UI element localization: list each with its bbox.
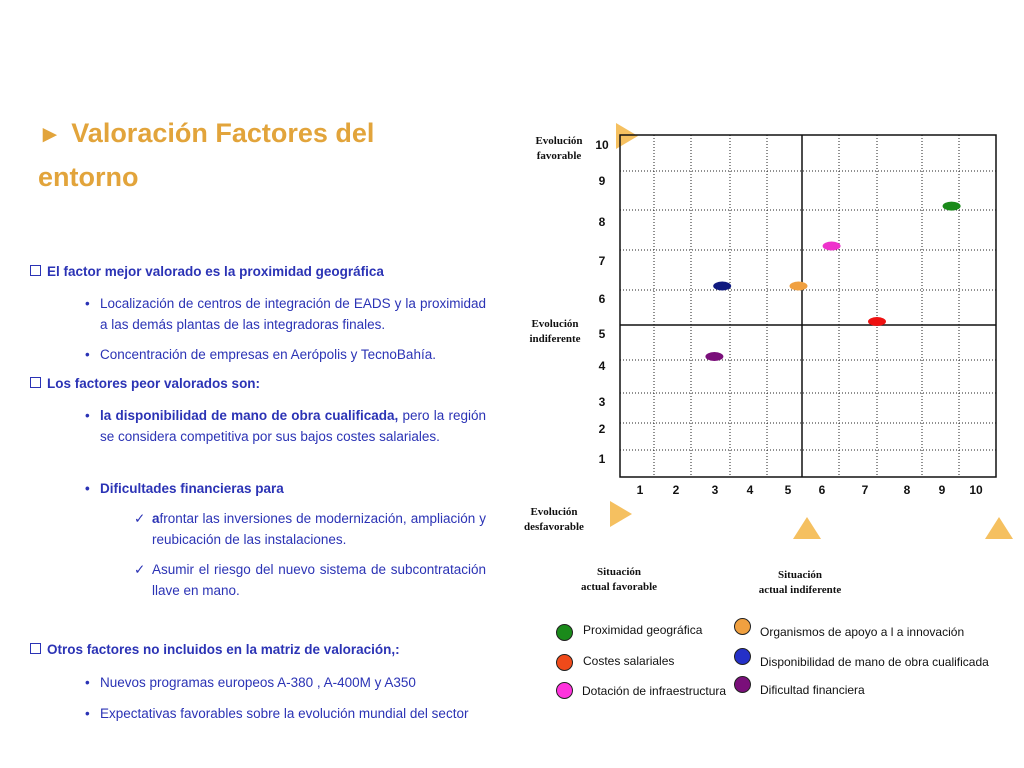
label-evolucion-indiferente: Evolución indiferente [529,318,581,345]
legend-marker [556,624,573,641]
legend-label: Proximidad geográfica [583,623,703,637]
label-situacion-favorable: Situación actual favorable [580,566,658,593]
checkbox-bullet-icon [30,643,41,654]
data-point [705,352,724,361]
data-point [942,201,961,211]
y-tick-label: 9 [599,174,606,188]
valuation-matrix-chart: 10 9 8 7 6 5 4 3 2 1 1 2 3 4 5 6 7 8 9 10 [595,134,997,497]
x-tick-label: 1 [637,483,644,497]
x-tick-label: 3 [712,483,719,497]
section-heading-3: Otros factores no incluidos en la matriz… [30,642,400,657]
checkbox-bullet-icon [30,265,41,276]
data-point [789,281,808,291]
triangle-right-icon [616,123,638,149]
legend-marker [556,682,573,699]
bullet-dot-icon: • [85,706,90,721]
y-tick-label: 10 [595,138,609,152]
bullet-item: • Nuevos programas europeos A-380 , A-40… [85,672,486,693]
bullet-dot-icon: • [85,481,90,496]
triangle-right-icon [610,501,632,527]
y-tick-label: 2 [599,422,606,436]
legend-label: Disponibilidad de mano de obra cualifica… [760,655,989,669]
x-tick-label: 10 [969,483,983,497]
check-item: ✓ Asumir el riesgo del nuevo sistema de … [134,559,486,601]
x-tick-label: 4 [747,483,754,497]
bullet-item: • Localización de centros de integración… [85,293,486,335]
y-tick-label: 6 [599,292,606,306]
legend-label: Costes salariales [583,654,675,668]
page-title-text: Valoración Factores del entorno [38,118,375,192]
bullet-dot-icon: • [85,296,90,311]
y-tick-label: 8 [599,215,606,229]
x-tick-label: 9 [939,483,946,497]
section-heading-1: El factor mejor valorado es la proximida… [30,264,384,279]
bullet-item: • la disponibilidad de mano de obra cual… [85,405,486,447]
data-point [868,317,886,326]
x-tick-label: 8 [904,483,911,497]
page-title: ► Valoración Factores del entorno [38,112,418,198]
check-item: ✓ afrontar las inversiones de modernizac… [134,508,486,550]
section-heading-2: Los factores peor valorados son: [30,376,260,391]
y-tick-label: 7 [599,254,606,268]
x-tick-label: 6 [819,483,826,497]
checkmark-icon: ✓ [134,562,146,577]
bullet-item: • Concentración de empresas en Aerópolis… [85,344,486,365]
legend-label: Dotación de infraestructura [582,684,727,698]
bullet-dot-icon: • [85,408,90,423]
triangle-up-icon [793,517,821,539]
legend-label: Organismos de apoyo a l a innovación [760,625,965,639]
checkmark-icon: ✓ [134,511,146,526]
y-tick-label: 4 [599,359,606,373]
bullet-dot-icon: • [85,675,90,690]
x-tick-label: 2 [673,483,680,497]
y-tick-label: 1 [599,452,606,466]
data-point [713,281,732,291]
label-evolucion-favorable: Evolución favorable [535,135,583,162]
bullet-item: • Expectativas favorables sobre la evolu… [85,703,486,724]
checkbox-bullet-icon [30,377,41,388]
title-arrow-icon: ► [38,121,62,148]
legend-marker [734,618,751,635]
y-tick-label: 3 [599,395,606,409]
legend-marker [734,648,751,665]
x-tick-label: 7 [862,483,869,497]
legend-marker [556,654,573,671]
bullet-dot-icon: • [85,347,90,362]
y-tick-label: 5 [599,327,606,341]
x-tick-label: 5 [785,483,792,497]
label-situacion-indiferente: Situación actual indiferente [758,569,842,596]
triangle-up-icon [985,517,1013,539]
matrix-border [619,134,997,478]
bullet-item: • Dificultades financieras para [85,478,486,499]
label-evolucion-desfavorable: Evolución desfavorable [524,506,584,533]
legend-marker [734,676,751,693]
data-point [822,241,841,251]
legend-label: Dificultad financiera [760,683,865,697]
